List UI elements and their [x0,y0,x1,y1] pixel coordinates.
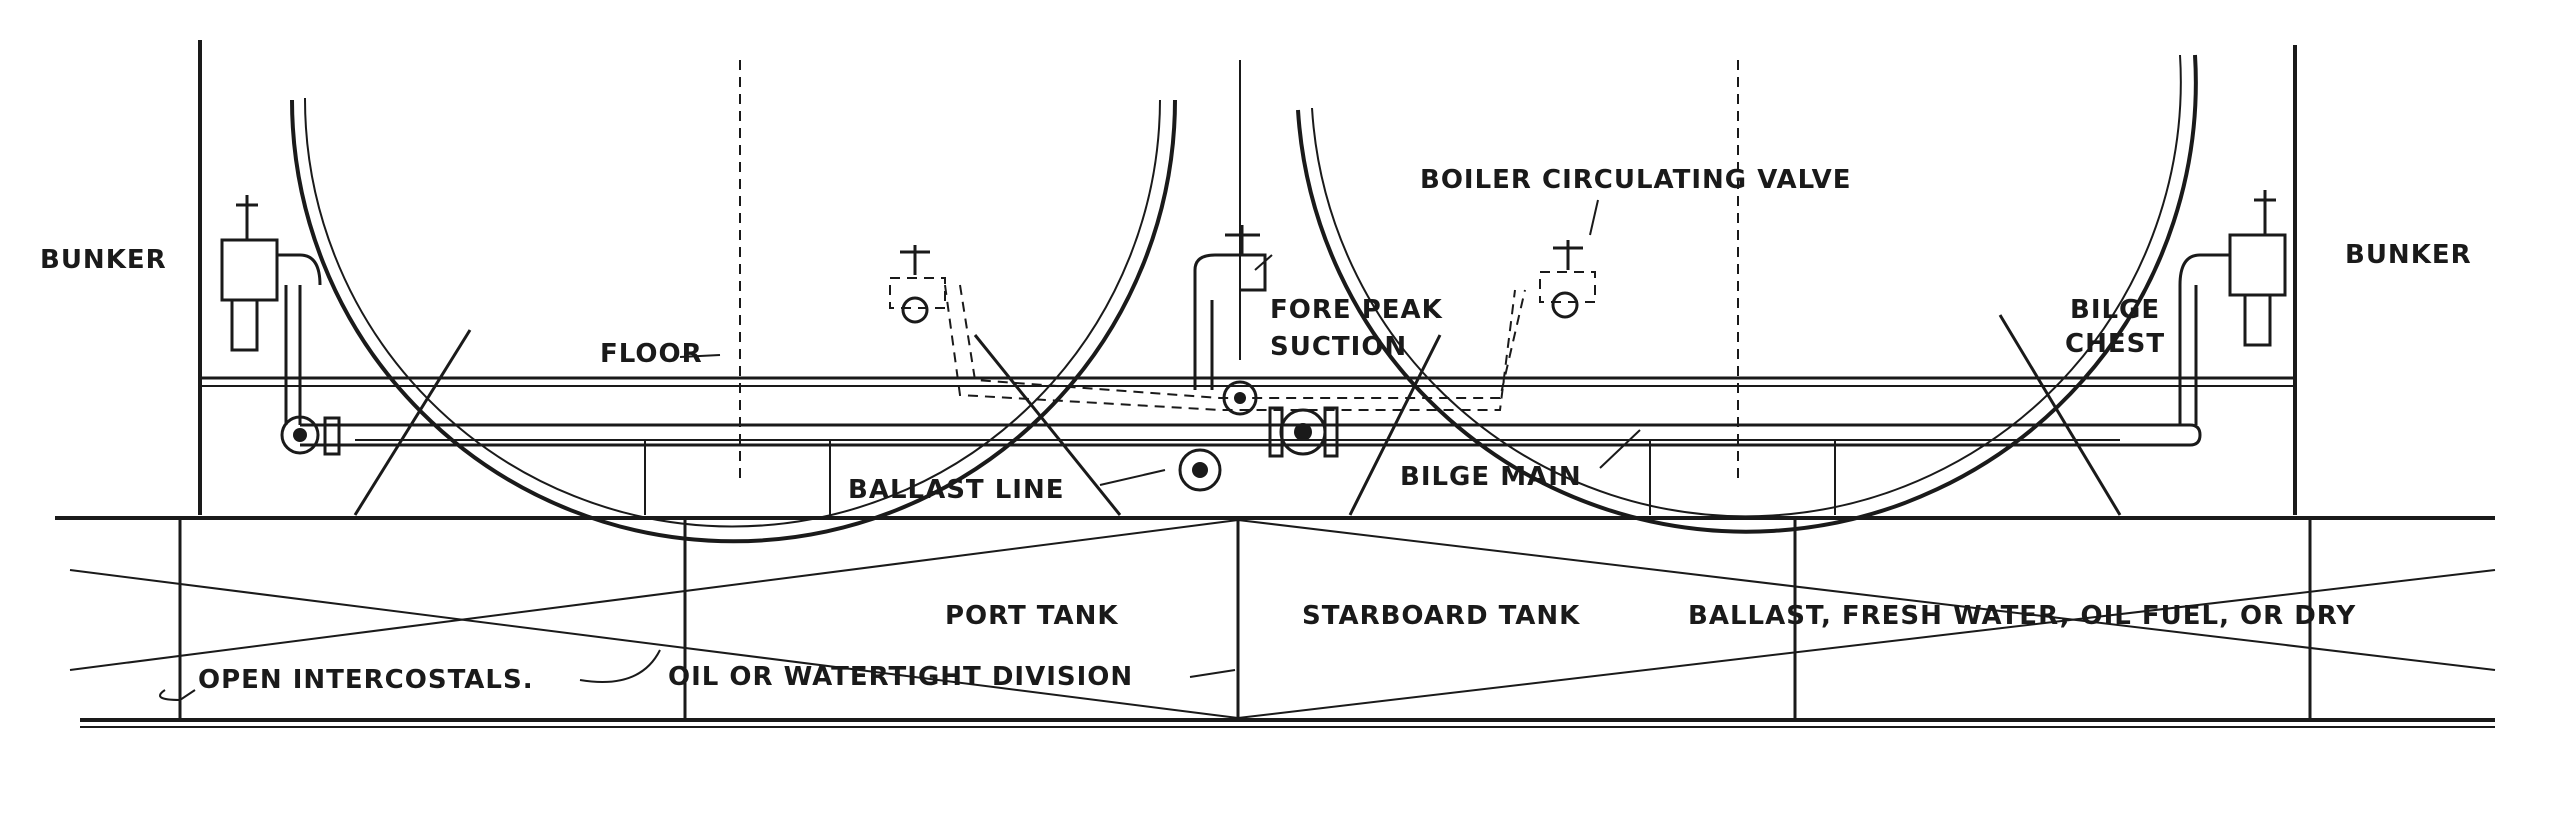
boiler-circulating-valve-left [889,245,946,324]
floor-label: FLOOR [600,339,703,369]
boiler-left [290,97,1177,544]
port-tank-label: PORT TANK [945,601,1119,631]
valve-ballast [1178,448,1222,492]
ballast-line-label: BALLAST LINE [848,475,1064,505]
boiler-circulating-valve-label: BOILER CIRCULATING VALVE [1420,165,1852,195]
bilge-chest-label-2: CHEST [2065,329,2165,359]
starboard-tank-label: STARBOARD TANK [1302,601,1580,631]
tank-contents-label: BALLAST, FRESH WATER, OIL FUEL, OR DRY [1688,601,2356,631]
double-bottom [55,516,2496,728]
bilge-chest-left [220,195,322,352]
fore-peak-label: FORE PEAK [1270,295,1443,325]
open-intercostals-label: OPEN INTERCOSTALS. [198,665,534,695]
valve-left-bilge [280,415,341,456]
bilge-main-label: BILGE MAIN [1400,462,1582,492]
leader-lines [159,199,1641,702]
boiler-circulating-valve-right [1539,240,1596,319]
watertight-division-label: OIL OR WATERTIGHT DIVISION [668,662,1133,692]
bulkhead-lines [198,40,2297,515]
bunker-right-label: BUNKER [2345,240,2472,270]
bilge-main-pipe [284,285,2202,447]
boiler-saddles [353,314,2122,516]
boiler-right [1296,54,2198,534]
fore-peak-suction-label: SUCTION [1270,332,1407,362]
valve-centre-main [1222,380,1339,458]
bilge-chest-right [2178,190,2287,347]
bilge-chest-label-1: BILGE [2070,295,2160,325]
bunker-left-label: BUNKER [40,245,167,275]
ballast-line-pipe [944,284,1526,411]
fore-peak-valve [1193,225,1267,390]
floor-plate [200,376,2295,387]
